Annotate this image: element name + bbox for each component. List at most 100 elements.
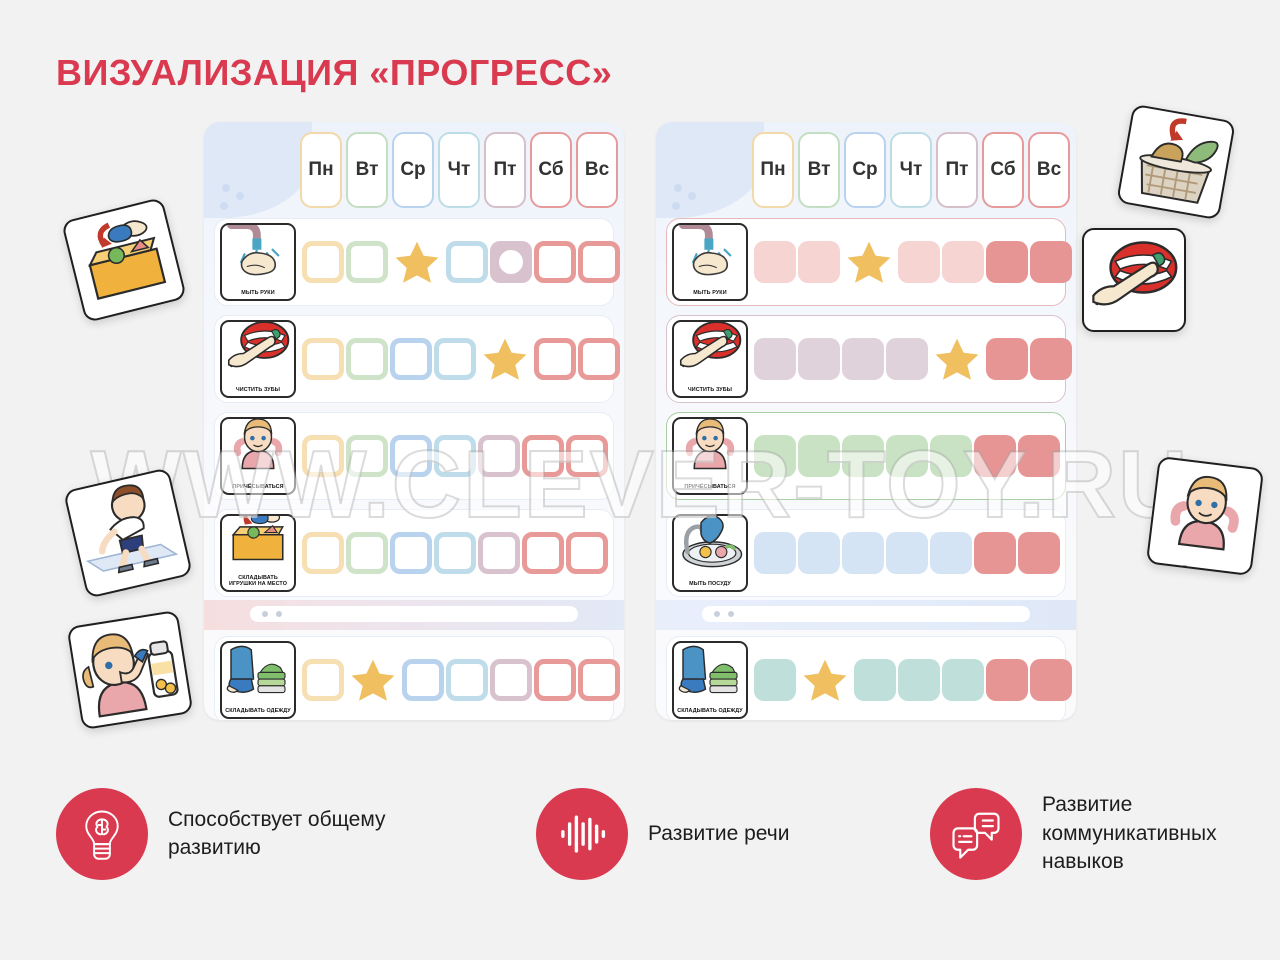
progress-cell-пн[interactable] <box>754 338 796 380</box>
star-marker-ср[interactable] <box>390 235 444 289</box>
progress-cell-чт[interactable] <box>898 659 940 701</box>
progress-cell-пн[interactable] <box>302 659 344 701</box>
progress-cell-чт[interactable] <box>886 532 928 574</box>
progress-cell-пн[interactable] <box>302 532 344 574</box>
progress-cell-вс[interactable] <box>1030 659 1072 701</box>
progress-cell-сб[interactable] <box>986 659 1028 701</box>
progress-cell-пн[interactable] <box>302 435 344 477</box>
task-pictogram-card[interactable]: МЫТЬ ПОСУДУ <box>672 514 748 592</box>
progress-cell-пт[interactable] <box>942 659 984 701</box>
weekday-pill-пн[interactable]: Пн <box>752 132 794 208</box>
star-marker-пт[interactable] <box>478 332 532 386</box>
progress-cell-вт[interactable] <box>798 241 840 283</box>
progress-cell-пт[interactable] <box>942 241 984 283</box>
pictogram-card-teeth[interactable]: ЧИСТИТЬ ЗУБЫ <box>1082 228 1186 332</box>
weekday-pill-пт[interactable]: Пт <box>484 132 526 208</box>
progress-cell-пн[interactable] <box>754 532 796 574</box>
task-pictogram-card[interactable]: СКЛАДЫВАТЬ ОДЕЖДУ <box>220 641 296 719</box>
weekday-pill-вт[interactable]: Вт <box>346 132 388 208</box>
task-row[interactable]: МЫТЬ РУКИ <box>666 218 1072 306</box>
progress-cell-вт[interactable] <box>798 532 840 574</box>
progress-cell-вт[interactable] <box>346 241 388 283</box>
task-pictogram-card[interactable]: МЫТЬ РУКИ <box>220 223 296 301</box>
progress-cell-вс[interactable] <box>1030 338 1072 380</box>
progress-cell-чт[interactable] <box>886 435 928 477</box>
task-row[interactable]: ПРИЧЁСЫВАТЬСЯ <box>214 412 614 500</box>
pictogram-card-toys[interactable]: СКЛАДЫВАТЬ ИГРУШКИ НА МЕСТО <box>60 196 188 324</box>
progress-cell-пн[interactable] <box>302 338 344 380</box>
star-marker-вт[interactable] <box>798 653 852 707</box>
task-row[interactable]: СКЛАДЫВАТЬ ОДЕЖДУ <box>214 636 620 720</box>
task-row[interactable]: СКЛАДЫВАТЬ ОДЕЖДУ <box>666 636 1072 720</box>
progress-cell-вт[interactable] <box>798 338 840 380</box>
progress-cell-чт[interactable] <box>434 532 476 574</box>
progress-cell-сб[interactable] <box>522 532 564 574</box>
weekday-pill-сб[interactable]: Сб <box>982 132 1024 208</box>
progress-cell-сб[interactable] <box>974 435 1016 477</box>
pictogram-card-comb[interactable]: ПРИЧЁСЫВАТЬСЯ <box>1145 455 1265 577</box>
pictogram-card-laundry[interactable]: УБИРАТЬ ГРЯЗНУЮ ОДЕЖДУ <box>1116 103 1236 221</box>
progress-board-right[interactable]: Пн Вт Ср Чт Пт Сб Вс МЫТЬ РУКИ ЧИСТИТЬ ЗУБЫ ПР… <box>656 122 1076 720</box>
progress-cell-чт[interactable] <box>434 338 476 380</box>
progress-cell-вс[interactable] <box>1030 241 1072 283</box>
progress-cell-вс[interactable] <box>1018 532 1060 574</box>
progress-cell-пт[interactable] <box>930 435 972 477</box>
progress-cell-вт[interactable] <box>798 435 840 477</box>
task-row[interactable]: МЫТЬ ПОСУДУ <box>666 509 1066 597</box>
progress-cell-пн[interactable] <box>754 241 796 283</box>
progress-cell-чт[interactable] <box>446 241 488 283</box>
weekday-pill-ср[interactable]: Ср <box>392 132 434 208</box>
progress-cell-вт[interactable] <box>346 435 388 477</box>
progress-cell-сб[interactable] <box>522 435 564 477</box>
task-row[interactable]: МЫТЬ РУКИ <box>214 218 620 306</box>
task-row[interactable]: ЧИСТИТЬ ЗУБЫ <box>666 315 1072 403</box>
star-marker-вт[interactable] <box>346 653 400 707</box>
task-pictogram-card[interactable]: ПРИЧЁСЫВАТЬСЯ <box>672 417 748 495</box>
task-pictogram-card[interactable]: СКЛАДЫВАТЬ ИГРУШКИ НА МЕСТО <box>220 514 296 592</box>
task-row[interactable]: ЧИСТИТЬ ЗУБЫ <box>214 315 620 403</box>
weekday-pill-сб[interactable]: Сб <box>530 132 572 208</box>
weekday-pill-чт[interactable]: Чт <box>438 132 480 208</box>
progress-cell-вс[interactable] <box>566 435 608 477</box>
progress-cell-ср[interactable] <box>402 659 444 701</box>
progress-cell-пт[interactable] <box>478 435 520 477</box>
progress-cell-ср[interactable] <box>390 435 432 477</box>
weekday-pill-вс[interactable]: Вс <box>576 132 618 208</box>
progress-cell-пн[interactable] <box>302 241 344 283</box>
progress-cell-чт[interactable] <box>446 659 488 701</box>
task-pictogram-card[interactable]: СКЛАДЫВАТЬ ОДЕЖДУ <box>672 641 748 719</box>
progress-cell-вс[interactable] <box>578 241 620 283</box>
progress-cell-вт[interactable] <box>346 338 388 380</box>
task-pictogram-card[interactable]: ПРИЧЁСЫВАТЬСЯ <box>220 417 296 495</box>
progress-cell-пт[interactable] <box>490 241 532 283</box>
progress-cell-пт[interactable] <box>478 532 520 574</box>
star-marker-пт[interactable] <box>930 332 984 386</box>
progress-cell-ср[interactable] <box>390 338 432 380</box>
progress-cell-сб[interactable] <box>974 532 1016 574</box>
progress-cell-сб[interactable] <box>986 241 1028 283</box>
pictogram-card-exercise[interactable]: ДЕЛАТЬ УПРАЖНЕНИЯ <box>63 467 193 599</box>
progress-cell-вс[interactable] <box>578 338 620 380</box>
weekday-pill-ср[interactable]: Ср <box>844 132 886 208</box>
task-pictogram-card[interactable]: ЧИСТИТЬ ЗУБЫ <box>220 320 296 398</box>
weekday-pill-чт[interactable]: Чт <box>890 132 932 208</box>
progress-cell-вс[interactable] <box>1018 435 1060 477</box>
progress-cell-чт[interactable] <box>886 338 928 380</box>
progress-cell-пн[interactable] <box>754 659 796 701</box>
progress-cell-сб[interactable] <box>534 338 576 380</box>
task-pictogram-card[interactable]: МЫТЬ РУКИ <box>672 223 748 301</box>
progress-cell-пн[interactable] <box>754 435 796 477</box>
task-row[interactable]: ПРИЧЁСЫВАТЬСЯ <box>666 412 1066 500</box>
progress-cell-вс[interactable] <box>566 532 608 574</box>
progress-cell-чт[interactable] <box>898 241 940 283</box>
progress-cell-сб[interactable] <box>986 338 1028 380</box>
progress-cell-пт[interactable] <box>490 659 532 701</box>
progress-cell-пт[interactable] <box>930 532 972 574</box>
progress-cell-ср[interactable] <box>842 338 884 380</box>
progress-cell-сб[interactable] <box>534 241 576 283</box>
weekday-pill-пн[interactable]: Пн <box>300 132 342 208</box>
progress-cell-чт[interactable] <box>434 435 476 477</box>
weekday-pill-пт[interactable]: Пт <box>936 132 978 208</box>
progress-cell-вт[interactable] <box>346 532 388 574</box>
pictogram-card-vitamins[interactable]: ПРИНИМАТЬ ВИТАМИНЫ <box>66 609 194 731</box>
